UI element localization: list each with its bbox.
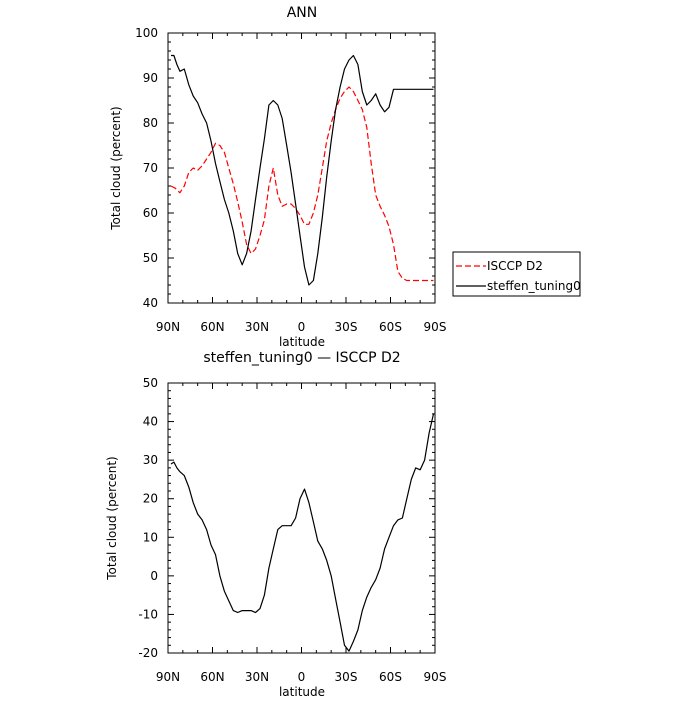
bottom-y-tick-label: -20 bbox=[138, 646, 158, 660]
top-y-tick-label: 40 bbox=[143, 296, 158, 310]
top-y-tick-label: 80 bbox=[143, 116, 158, 130]
top-panel-series bbox=[170, 54, 434, 286]
top-y-tick-label: 50 bbox=[143, 251, 158, 265]
top-series-line-0 bbox=[170, 86, 434, 282]
bottom-panel-ticks: 90N 60N 30N 0 30S 60S 90S -20 -10 0 10 20 30 40 50 bbox=[138, 376, 446, 684]
bottom-y-tick-label: 30 bbox=[143, 453, 158, 467]
bottom-x-tick-label: 30S bbox=[335, 670, 358, 684]
bottom-x-tick-label: 30N bbox=[245, 670, 269, 684]
top-x-tick-label: 60N bbox=[200, 320, 224, 334]
bottom-x-tick-label: 0 bbox=[298, 670, 306, 684]
bottom-x-tick-label: 90S bbox=[424, 670, 447, 684]
top-x-tick-label: 60S bbox=[379, 320, 402, 334]
bottom-y-tick-label: -10 bbox=[138, 607, 158, 621]
top-x-tick-label: 0 bbox=[298, 320, 306, 334]
top-panel-y-axis-label: Total cloud (percent) bbox=[109, 106, 123, 230]
legend-label-model: steffen_tuning0 bbox=[487, 279, 581, 293]
legend-label-isccp: ISCCP D2 bbox=[487, 259, 543, 273]
top-x-tick-label: 90N bbox=[156, 320, 180, 334]
top-y-tick-label: 90 bbox=[143, 71, 158, 85]
bottom-y-tick-label: 50 bbox=[143, 376, 158, 390]
bottom-panel: steffen_tuning0 — ISCCP D2 Total cloud (… bbox=[105, 350, 446, 699]
top-panel-frame bbox=[167, 32, 436, 304]
bottom-y-tick-label: 40 bbox=[143, 415, 158, 429]
top-panel: ANN Total cloud (percent) latitude 90N 60… bbox=[109, 5, 446, 349]
bottom-panel-title: steffen_tuning0 — ISCCP D2 bbox=[203, 350, 400, 366]
top-panel-ticks: 90N 60N 30N 0 30S 60S 90S 40 50 60 70 80 90 100 bbox=[135, 26, 446, 334]
legend: ISCCP D2 steffen_tuning0 bbox=[452, 251, 581, 297]
bottom-x-tick-label: 90N bbox=[156, 670, 180, 684]
bottom-panel-x-axis-label: latitude bbox=[279, 685, 325, 699]
top-series-line-1 bbox=[171, 54, 434, 286]
bottom-y-tick-label: 0 bbox=[150, 569, 158, 583]
top-y-tick-label: 60 bbox=[143, 206, 158, 220]
bottom-panel-frame bbox=[167, 382, 436, 654]
legend-box bbox=[452, 251, 581, 297]
bottom-x-tick-label: 60N bbox=[200, 670, 224, 684]
top-y-tick-label: 70 bbox=[143, 161, 158, 175]
bottom-y-tick-label: 20 bbox=[143, 492, 158, 506]
top-x-tick-label: 90S bbox=[424, 320, 447, 334]
top-y-tick-label: 100 bbox=[135, 26, 158, 40]
bottom-panel-series bbox=[170, 413, 435, 652]
top-x-tick-label: 30N bbox=[245, 320, 269, 334]
top-panel-x-axis-label: latitude bbox=[279, 335, 325, 349]
bottom-y-tick-label: 10 bbox=[143, 530, 158, 544]
bottom-panel-y-axis-label: Total cloud (percent) bbox=[105, 456, 119, 580]
bottom-x-tick-label: 60S bbox=[379, 670, 402, 684]
top-x-tick-label: 30S bbox=[335, 320, 358, 334]
top-panel-title: ANN bbox=[287, 5, 318, 21]
bottom-series-line-0 bbox=[170, 413, 435, 652]
